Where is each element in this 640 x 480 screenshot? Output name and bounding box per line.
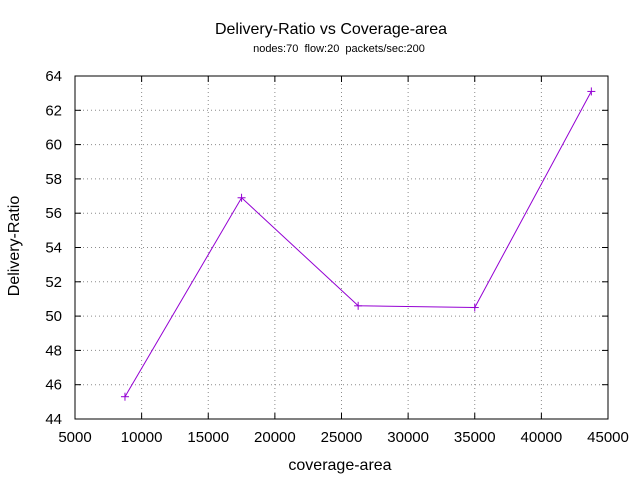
y-tick-label: 48 <box>45 342 62 359</box>
data-point-marker <box>587 87 596 96</box>
y-axis-label: Delivery-Ratio <box>6 196 23 297</box>
data-point-marker <box>120 392 129 401</box>
series-layer <box>120 87 596 401</box>
y-tick-labels: 44 46 48 50 52 54 56 58 60 62 64 <box>45 68 62 428</box>
plot-frame <box>74 75 609 420</box>
x-tick-label: 35000 <box>454 429 496 446</box>
y-tick-label: 46 <box>45 377 62 394</box>
y-tick-label: 64 <box>45 68 62 85</box>
y-tick-label: 58 <box>45 171 62 188</box>
y-tick-label: 52 <box>45 274 62 291</box>
x-tick-label: 40000 <box>521 429 563 446</box>
x-tick-labels: 5000 10000 15000 20000 25000 30000 35000 40000 4… <box>58 429 629 446</box>
y-tick-label: 56 <box>45 205 62 222</box>
y-tick-label: 44 <box>45 411 62 428</box>
x-tick-label: 30000 <box>387 429 429 446</box>
y-tick-label: 54 <box>45 240 62 257</box>
y-tick-label: 50 <box>45 308 62 325</box>
x-tick-label: 25000 <box>321 429 363 446</box>
y-tick-label: 62 <box>45 102 62 119</box>
x-tick-label: 20000 <box>254 429 296 446</box>
y-tick-label: 60 <box>45 137 62 154</box>
chart-title: Delivery-Ratio vs Coverage-area <box>215 21 447 38</box>
x-axis-label: coverage-area <box>288 457 391 474</box>
data-point-marker <box>354 301 363 310</box>
chart-subtitle: nodes:70 flow:20 packets/sec:200 <box>253 43 425 55</box>
data-point-marker <box>470 303 479 312</box>
data-point-marker <box>237 193 246 202</box>
grid-lines <box>75 76 608 419</box>
x-tick-label: 10000 <box>121 429 163 446</box>
x-tick-label: 45000 <box>587 429 629 446</box>
x-tick-label: 5000 <box>58 429 91 446</box>
x-tick-label: 15000 <box>187 429 229 446</box>
